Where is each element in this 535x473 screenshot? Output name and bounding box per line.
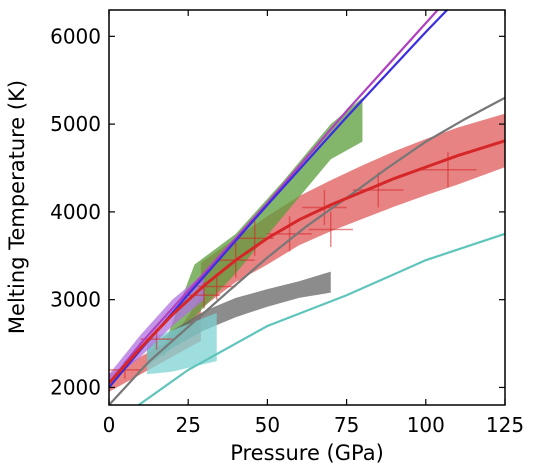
x-tick-label: 125: [486, 413, 524, 437]
line-gray: [109, 96, 505, 405]
y-axis-label: Melting Temperature (K): [5, 80, 29, 334]
band-red-band: [109, 113, 505, 392]
plot-frame: [108, 9, 506, 406]
band-dark-gray_band: [147, 271, 331, 366]
x-tick-label: 75: [334, 413, 359, 437]
x-tick-label: 25: [175, 413, 200, 437]
axis-ticks: 0 25 50 75 100 125 2000 3000 4000 5000 6000: [50, 10, 524, 437]
y-tick-label: 6000: [50, 24, 101, 48]
error-cross-point: [352, 172, 404, 208]
y-tick-label: 2000: [50, 375, 101, 399]
line-red: [109, 139, 505, 385]
y-tick-label: 5000: [50, 112, 101, 136]
band-cyan-band: [147, 312, 217, 375]
x-tick-label: 100: [407, 413, 445, 437]
x-tick-label: 0: [103, 413, 116, 437]
y-tick-label: 3000: [50, 288, 101, 312]
plot-area: [109, 10, 505, 405]
error-cross-point: [308, 211, 353, 247]
x-axis-label: Pressure (GPa): [230, 441, 384, 465]
band-green-band: [162, 97, 363, 357]
line-purple: [109, 10, 440, 384]
y-tick-label: 4000: [50, 200, 101, 224]
line-cyan: [136, 232, 505, 405]
x-tick-label: 50: [255, 413, 280, 437]
